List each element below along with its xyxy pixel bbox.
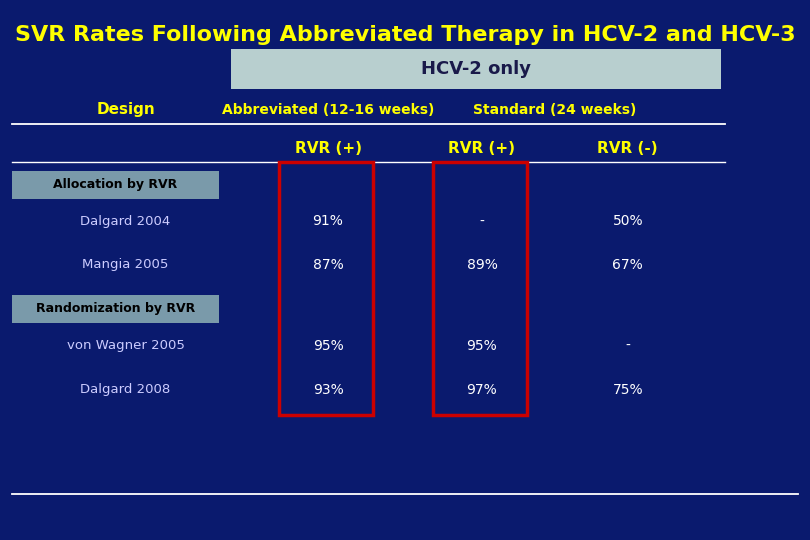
Text: RVR (+): RVR (+) <box>295 141 361 156</box>
Text: 95%: 95% <box>467 339 497 353</box>
Text: Abbreviated (12-16 weeks): Abbreviated (12-16 weeks) <box>222 103 434 117</box>
Text: 75%: 75% <box>612 383 643 397</box>
Text: 50%: 50% <box>612 214 643 228</box>
Text: HCV-2 only: HCV-2 only <box>421 60 531 78</box>
Text: 91%: 91% <box>313 214 343 228</box>
FancyBboxPatch shape <box>12 295 219 323</box>
Text: -: - <box>480 214 484 228</box>
FancyBboxPatch shape <box>12 171 219 199</box>
Text: 97%: 97% <box>467 383 497 397</box>
Text: Allocation by RVR: Allocation by RVR <box>53 178 177 191</box>
Text: RVR (+): RVR (+) <box>449 141 515 156</box>
Text: 67%: 67% <box>612 258 643 272</box>
Text: von Wagner 2005: von Wagner 2005 <box>66 339 185 352</box>
Text: Design: Design <box>96 102 155 117</box>
Text: 89%: 89% <box>467 258 497 272</box>
Text: 95%: 95% <box>313 339 343 353</box>
Text: Dalgard 2008: Dalgard 2008 <box>80 383 171 396</box>
Text: Mangia 2005: Mangia 2005 <box>83 258 168 271</box>
Text: 93%: 93% <box>313 383 343 397</box>
Text: -: - <box>625 339 630 353</box>
Text: RVR (-): RVR (-) <box>598 141 658 156</box>
FancyBboxPatch shape <box>231 49 721 89</box>
Text: SVR Rates Following Abbreviated Therapy in HCV-2 and HCV-3: SVR Rates Following Abbreviated Therapy … <box>15 25 795 45</box>
Text: Dalgard 2004: Dalgard 2004 <box>80 215 171 228</box>
Text: 87%: 87% <box>313 258 343 272</box>
Text: Randomization by RVR: Randomization by RVR <box>36 302 195 315</box>
Text: Standard (24 weeks): Standard (24 weeks) <box>473 103 637 117</box>
